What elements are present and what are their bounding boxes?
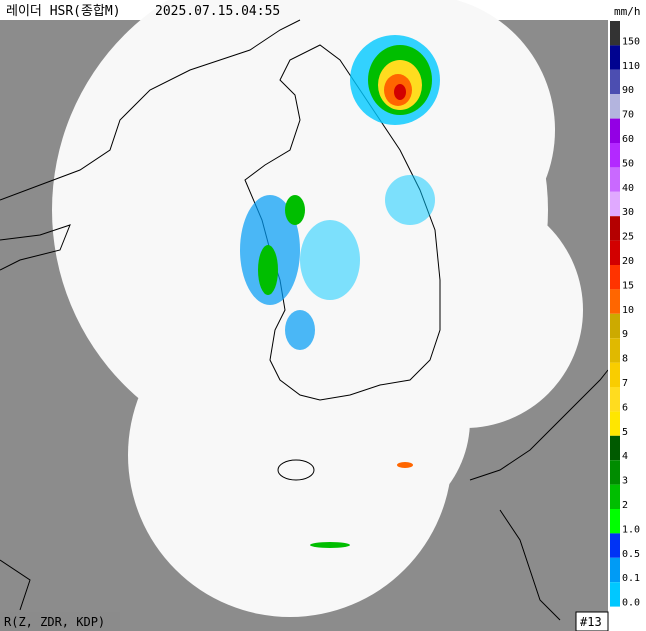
legend-swatch xyxy=(610,289,620,314)
legend-swatch xyxy=(610,313,620,339)
legend-label: 70 xyxy=(622,110,634,121)
legend-label: 8 xyxy=(622,354,628,365)
legend-swatch xyxy=(610,118,620,143)
legend-swatch xyxy=(610,362,620,387)
legend-label: 150 xyxy=(622,36,640,47)
legend-label: 60 xyxy=(622,134,634,145)
legend-label: 15 xyxy=(622,280,634,291)
legend-swatch xyxy=(610,533,620,558)
rain-echoes xyxy=(240,35,440,548)
legend-swatch xyxy=(610,216,620,241)
legend-swatch xyxy=(610,45,620,70)
legend-label: 0.0 xyxy=(622,598,640,609)
footer-method: R(Z, ZDR, KDP) xyxy=(4,615,105,629)
legend-label: 20 xyxy=(622,256,634,267)
legend-label: 30 xyxy=(622,207,634,218)
legend-swatch xyxy=(610,143,620,168)
legend-label: 10 xyxy=(622,305,634,316)
legend-label: 90 xyxy=(622,85,634,96)
legend-swatch xyxy=(610,240,620,265)
legend-label: 7 xyxy=(622,378,628,389)
legend-swatch xyxy=(610,387,620,412)
legend-label: 5 xyxy=(622,427,628,438)
legend-label: 4 xyxy=(622,451,628,462)
legend-label: 110 xyxy=(622,61,640,72)
legend-label: 2 xyxy=(622,500,628,511)
legend-label: 50 xyxy=(622,158,634,169)
legend-swatch xyxy=(610,167,620,192)
legend-swatch xyxy=(610,435,620,461)
legend-label: 6 xyxy=(622,402,628,413)
legend-swatch xyxy=(610,265,620,290)
legend-label: 40 xyxy=(622,183,634,194)
footer-method-bg xyxy=(0,612,120,631)
legend-swatch xyxy=(610,411,620,436)
legend-swatch xyxy=(610,191,620,217)
legend-swatch xyxy=(610,460,620,485)
legend-label: 1.0 xyxy=(622,524,640,535)
timestamp: 2025.07.15.04:55 xyxy=(155,4,280,19)
legend-unit: mm/h xyxy=(614,5,641,18)
legend-swatch xyxy=(610,69,620,95)
coastlines xyxy=(0,19,609,621)
legend-label: 25 xyxy=(622,232,634,243)
legend-swatch xyxy=(610,582,620,607)
site-count: #13 xyxy=(580,615,602,629)
legend-swatch xyxy=(610,484,620,509)
legend-swatch xyxy=(610,94,620,119)
legend-label: 9 xyxy=(622,329,628,340)
legend-label: 0.1 xyxy=(622,573,640,584)
legend-swatch xyxy=(610,509,620,534)
site-count-box xyxy=(575,611,609,631)
legend-label: 3 xyxy=(622,476,628,487)
legend-label: 0.5 xyxy=(622,549,640,560)
radar-coverage xyxy=(52,0,583,617)
legend-swatch xyxy=(610,21,620,46)
legend-swatch xyxy=(610,557,620,583)
title: 레이더 HSR(종합M) xyxy=(6,4,121,19)
legend-swatch xyxy=(610,338,620,363)
